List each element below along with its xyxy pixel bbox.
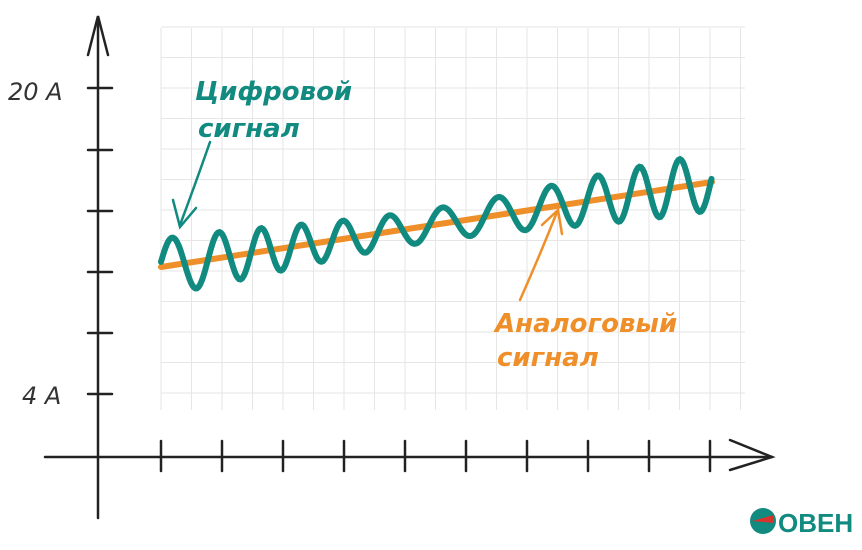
logo: ОВЕН — [778, 508, 853, 538]
digital-arrow — [171, 140, 212, 230]
y-label-bottom: 4 А — [22, 382, 61, 410]
digital-label: сигнал — [198, 114, 300, 144]
y-arrow — [86, 15, 110, 57]
y-label-top: 20 А — [8, 78, 63, 106]
analog-arrow — [518, 207, 564, 302]
analog-label: сигнал — [497, 343, 599, 373]
grid — [160, 26, 745, 410]
analog-label: Аналоговый — [493, 309, 677, 339]
x-arrow — [728, 438, 776, 472]
ticks — [86, 86, 712, 473]
logo-mark — [752, 515, 774, 523]
digital-label: Цифровой — [195, 77, 352, 107]
axes — [43, 15, 776, 520]
digital-wave — [158, 155, 715, 292]
